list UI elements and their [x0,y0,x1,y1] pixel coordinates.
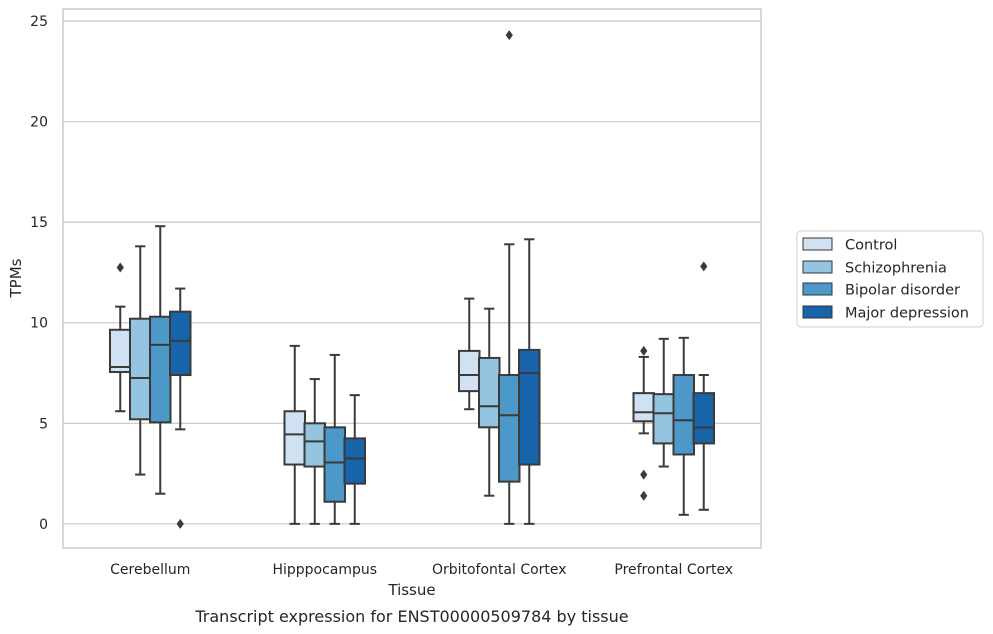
y-axis-ticks: 0 5 10 15 20 25 [30,14,48,533]
outlier-point [505,30,513,41]
x-tick-label: Cerebellum [110,562,190,578]
legend-swatch-control [802,237,833,251]
box-control [632,345,655,501]
box-iqr [303,422,326,468]
legend-frame [796,230,984,328]
box-iqr [458,349,481,393]
y-axis-title: TPMs [7,258,25,298]
x-tick-label: Hipppocampus [272,562,377,578]
legend-swatch-schizophrenia [802,260,833,274]
box-iqr [478,356,501,429]
box-iqr [283,410,306,466]
outlier-point [116,262,124,273]
box-series [109,30,715,529]
x-tick-label: Orbitofontal Cortex [432,562,567,578]
box-iqr [632,392,655,423]
box-schizophrenia [129,245,152,476]
box-schizophrenia [478,307,501,497]
outlier-point [640,490,648,501]
box-major-depression [343,394,366,525]
box-iqr [343,437,366,485]
outlier-point [700,261,708,272]
box-iqr [149,315,172,424]
y-tick-label: 5 [39,416,48,432]
x-tick-label: Prefrontal Cortex [614,562,733,578]
y-tick-label: 20 [30,115,48,131]
box-iqr [323,426,346,503]
box-major-depression [692,261,715,511]
box-iqr [672,374,695,456]
box-iqr [518,348,541,466]
legend-label-schizophrenia: Schizophrenia [845,261,947,277]
box-iqr [109,328,132,374]
box-bipolar-disorder [149,225,172,495]
outlier-point [640,345,648,356]
box-major-depression [169,287,192,529]
legend-swatch-bipolar-disorder [802,282,833,296]
box-iqr [498,374,521,483]
legend-label-major-depression: Major depression [845,306,969,322]
box-bipolar-disorder [498,30,521,525]
x-axis-ticks: Cerebellum Hipppocampus Orbitofontal Corte… [110,562,733,578]
box-iqr [129,317,152,421]
legend-label-control: Control [845,238,897,254]
box-iqr [692,392,715,445]
box-major-depression [518,238,541,525]
y-tick-label: 15 [30,215,48,231]
box-control [458,297,481,411]
outlier-point [176,518,184,529]
y-tick-label: 10 [30,316,48,332]
y-tick-label: 0 [39,517,48,533]
box-control [283,344,306,525]
legend-label-bipolar-disorder: Bipolar disorder [845,283,960,299]
plot-frame [62,8,762,549]
outlier-point [640,469,648,480]
chart-title: Transcript expression for ENST0000050978… [194,607,628,626]
box-iqr [169,310,192,377]
box-iqr [652,393,675,445]
x-axis-title: Tissue [387,581,435,599]
y-tick-label: 25 [30,14,48,30]
legend-swatch-major-depression [802,305,833,319]
legend: Control Schizophrenia Bipolar disorder M… [796,230,984,328]
box-control [109,262,132,413]
